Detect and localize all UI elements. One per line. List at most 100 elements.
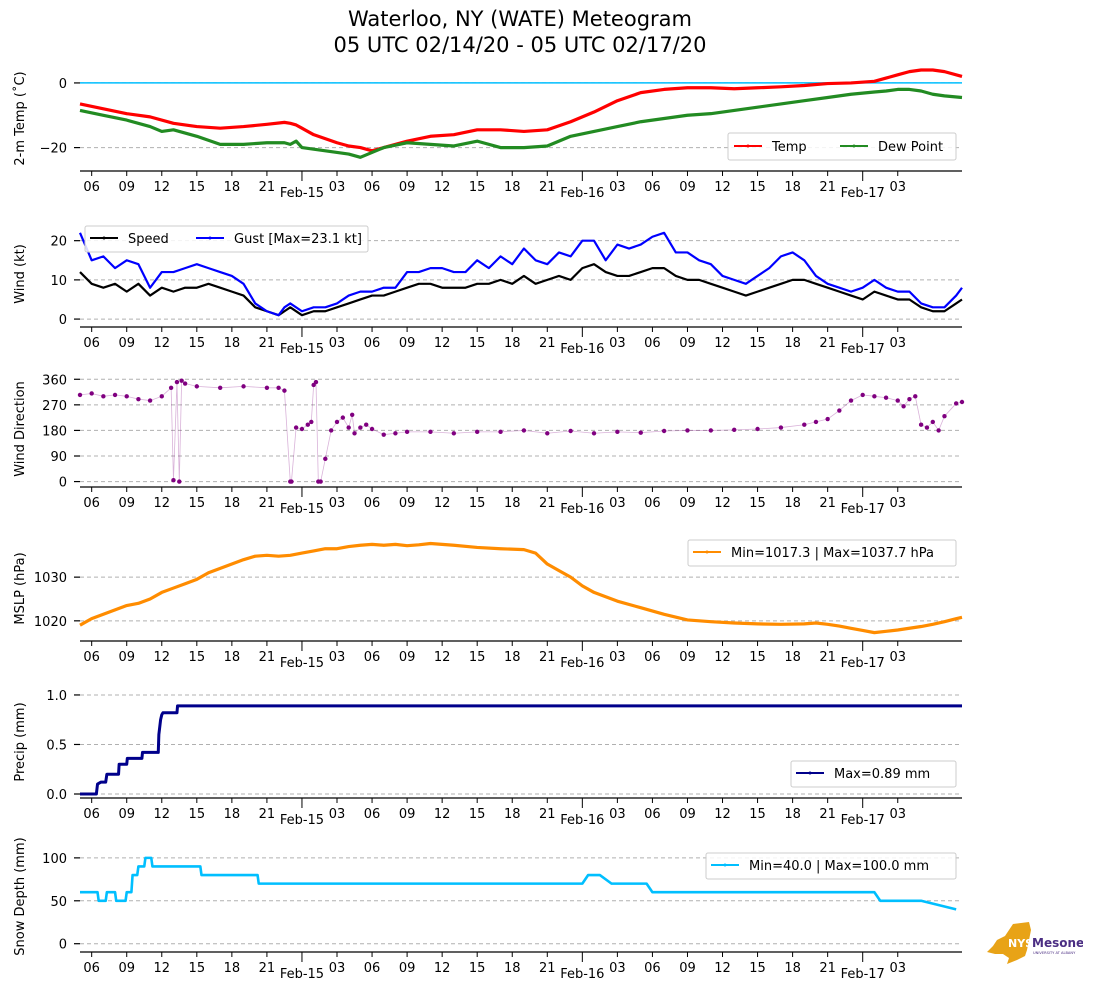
x-day-tick-label: Feb-16 — [560, 813, 604, 828]
x-hour-tick-label: 21 — [259, 961, 276, 976]
data-point — [264, 385, 270, 390]
x-hour-tick-label: 12 — [434, 336, 451, 351]
data-point — [309, 419, 314, 425]
x-hour-tick-label: 06 — [644, 336, 661, 351]
temp-panel: 0 −20 2-m Temp (˚C) 06 09 12 15 18 21 03 06 09 12 15 1… — [12, 68, 963, 201]
x-day-tick-label: Feb-15 — [280, 502, 324, 517]
x-hour-tick-label: 06 — [83, 180, 100, 195]
x-hour-tick-label: 21 — [539, 807, 556, 822]
data-point — [545, 431, 550, 436]
data-point — [89, 391, 94, 396]
x-hour-tick-label: 21 — [259, 180, 276, 195]
data-point — [708, 428, 714, 433]
x-day-tick-label: Feb-16 — [560, 342, 604, 357]
x-hour-tick-label: 18 — [224, 336, 241, 351]
data-point — [276, 385, 281, 390]
y-tick-label: 0.0 — [46, 788, 67, 803]
x-hour-tick-label: 09 — [399, 496, 416, 511]
data-point — [282, 388, 287, 393]
x-hour-tick-label: 09 — [679, 336, 696, 351]
legend-label: Min=1017.3 | Max=1037.7 hPa — [731, 546, 934, 561]
data-point — [352, 431, 357, 436]
series-line-min-1017-3-max-1037-7-hpa — [79, 541, 963, 635]
x-hour-tick-label: 15 — [749, 807, 766, 822]
x-hour-tick-label: 12 — [434, 496, 451, 511]
x-hour-tick-label: 12 — [714, 180, 731, 195]
x-hour-tick-label: 15 — [749, 961, 766, 976]
x-hour-tick-label: 03 — [329, 336, 346, 351]
legend-marker — [808, 771, 812, 775]
y-tick-label: 20 — [50, 235, 67, 250]
data-point — [101, 394, 106, 399]
data-point — [685, 428, 690, 433]
snow-panel: 0 50 100 Snow Depth (mm) 06 09 12 15 18 21 03 06 09 1… — [13, 837, 962, 982]
data-point — [174, 379, 180, 385]
data-point — [177, 479, 182, 484]
data-point — [848, 398, 854, 403]
x-hour-tick-label: 06 — [644, 961, 661, 976]
x-hour-tick-label: 15 — [189, 807, 206, 822]
x-hour-tick-label: 18 — [784, 807, 801, 822]
x-hour-tick-label: 03 — [329, 961, 346, 976]
data-point — [860, 392, 865, 398]
x-hour-tick-label: 18 — [504, 650, 521, 665]
x-hour-tick-label: 18 — [504, 961, 521, 976]
data-point — [959, 399, 965, 405]
x-hour-tick-label: 09 — [118, 336, 135, 351]
data-point — [323, 456, 328, 462]
x-day-tick-label: Feb-15 — [280, 813, 324, 828]
x-hour-tick-label: 12 — [714, 496, 731, 511]
x-hour-tick-label: 12 — [434, 650, 451, 665]
x-hour-tick-label: 03 — [609, 650, 626, 665]
legend-label: Min=40.0 | Max=100.0 mm — [749, 859, 929, 874]
data-point — [813, 419, 819, 425]
x-hour-tick-label: 15 — [189, 336, 206, 351]
x-hour-tick-label: 21 — [539, 180, 556, 195]
snow-ylabel: Snow Depth (mm) — [13, 837, 28, 955]
x-hour-tick-label: 21 — [259, 807, 276, 822]
x-hour-tick-label: 03 — [329, 807, 346, 822]
x-hour-tick-label: 06 — [364, 180, 381, 195]
x-day-tick-label: Feb-15 — [280, 186, 324, 201]
data-point — [895, 398, 900, 403]
x-hour-tick-label: 15 — [189, 650, 206, 665]
legend-marker — [723, 863, 727, 867]
data-point — [318, 479, 323, 484]
x-hour-tick-label: 18 — [224, 961, 241, 976]
x-hour-tick-label: 21 — [259, 650, 276, 665]
series-line-max-0-89-mm — [80, 704, 962, 796]
x-day-tick-label: Feb-17 — [841, 813, 885, 828]
data-point — [293, 425, 299, 430]
data-point — [112, 392, 118, 398]
data-point — [299, 426, 305, 432]
y-tick-label: 50 — [50, 895, 67, 910]
x-hour-tick-label: 09 — [399, 336, 416, 351]
x-hour-tick-label: 12 — [714, 961, 731, 976]
data-point — [802, 422, 807, 427]
x-hour-tick-label: 06 — [364, 961, 381, 976]
x-day-tick-label: Feb-15 — [280, 967, 324, 982]
legend-label: Dew Point — [878, 140, 943, 155]
y-tick-label: 100 — [42, 852, 67, 867]
x-hour-tick-label: 09 — [399, 650, 416, 665]
x-hour-tick-label: 15 — [469, 496, 486, 511]
data-point — [179, 378, 184, 383]
series-line-gust-max-23-1-kt- — [78, 231, 963, 317]
x-hour-tick-label: 15 — [469, 180, 486, 195]
legend-marker — [102, 236, 106, 240]
legend-label: Gust [Max=23.1 kt] — [234, 232, 362, 247]
legend-box — [84, 225, 369, 253]
x-hour-tick-label: 09 — [679, 961, 696, 976]
x-hour-tick-label: 03 — [329, 496, 346, 511]
data-point — [615, 429, 620, 435]
x-hour-tick-label: 03 — [889, 807, 906, 822]
x-hour-tick-label: 18 — [504, 807, 521, 822]
x-hour-tick-label: 09 — [679, 496, 696, 511]
y-tick-label: 1030 — [34, 571, 67, 586]
x-hour-tick-label: 03 — [329, 650, 346, 665]
series-line-speed — [79, 263, 963, 317]
legend-label: Max=0.89 mm — [834, 767, 930, 782]
x-hour-tick-label: 06 — [83, 650, 100, 665]
y-tick-label: 360 — [42, 373, 67, 388]
